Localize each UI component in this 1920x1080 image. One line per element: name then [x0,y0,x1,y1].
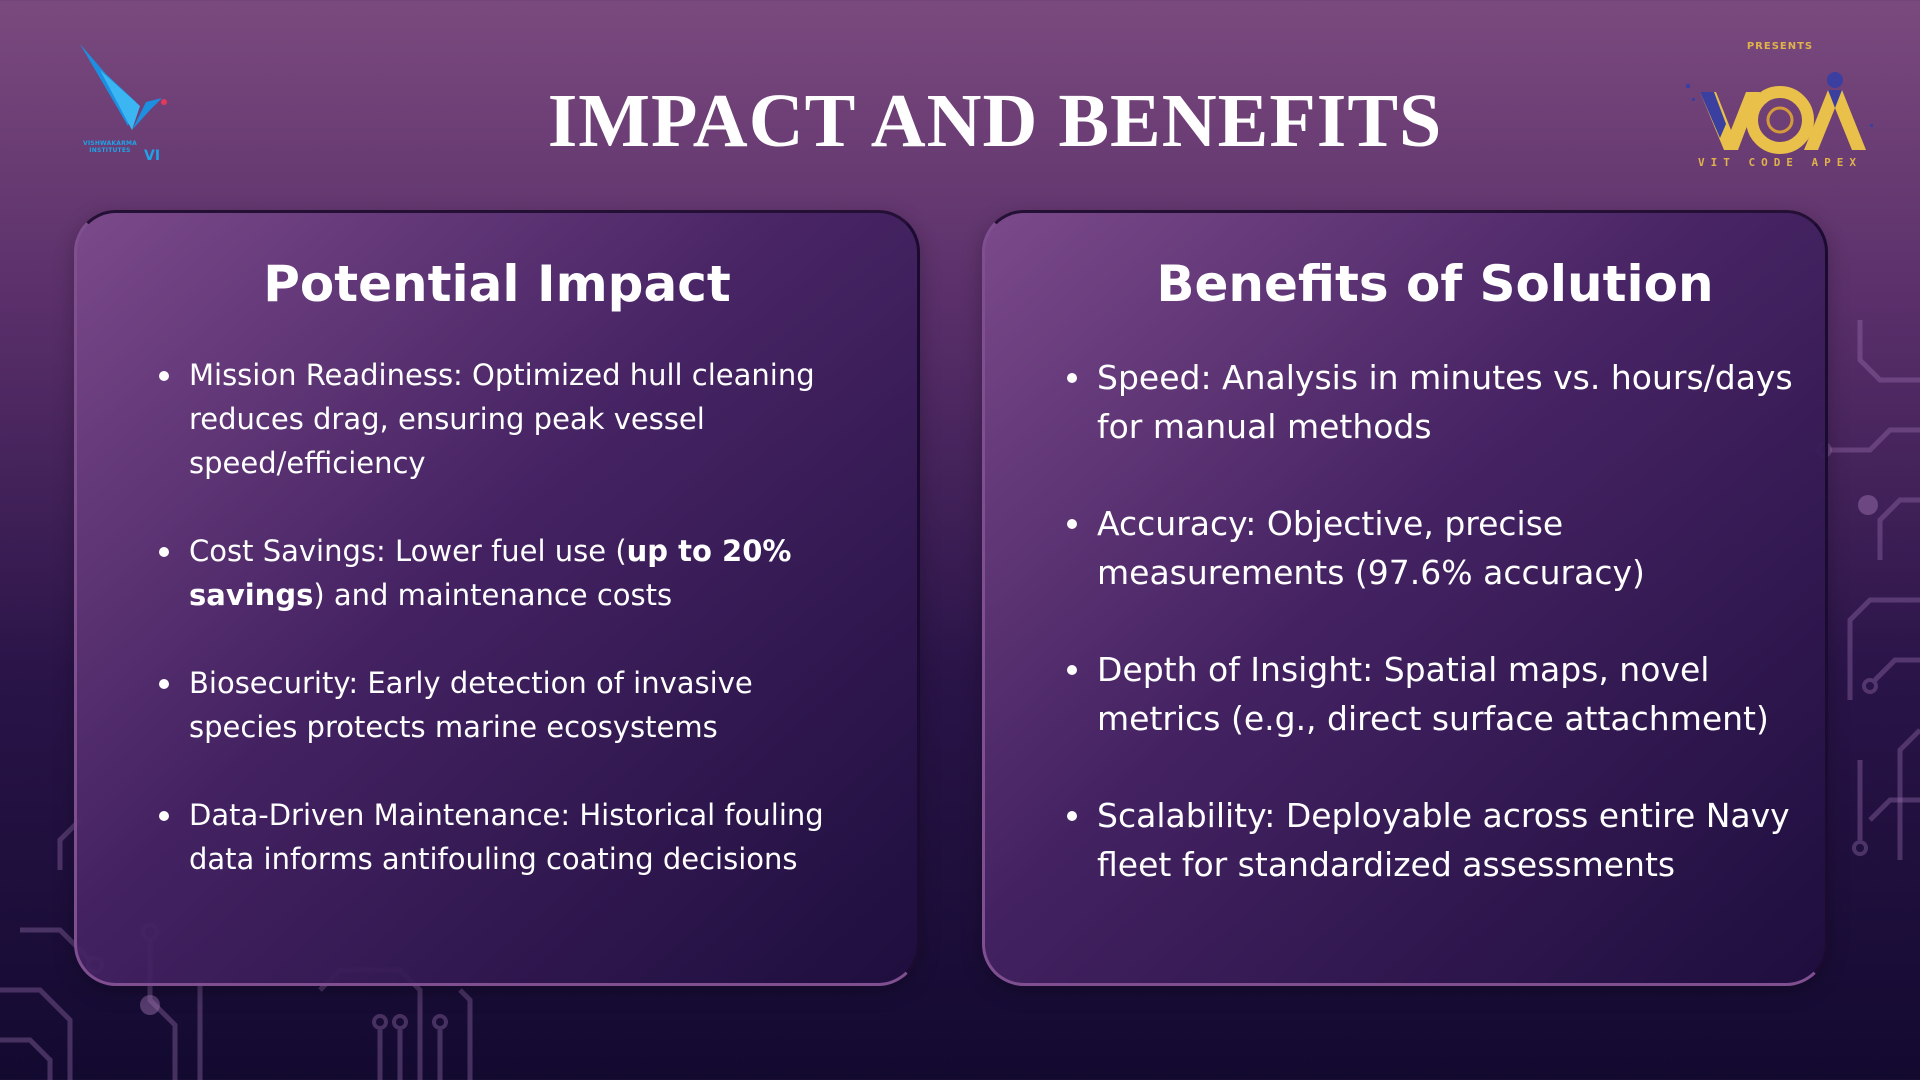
list-item: Depth of Insight: Spatial maps, novel me… [1067,645,1797,743]
benefits-card: Benefits of Solution Speed: Analysis in … [982,210,1828,986]
benefits-heading: Benefits of Solution [1156,255,1714,313]
page-title: IMPACT AND BENEFITS [547,79,1443,163]
list-item: Data-Driven Maintenance: Historical foul… [159,793,839,881]
list-item: Scalability: Deployable across entire Na… [1067,791,1797,889]
list-item-text: ) and maintenance costs [313,578,673,612]
vit-code-apex-logo: PRESENTS VIT CODE APEX [1680,36,1880,176]
benefits-list: Speed: Analysis in minutes vs. hours/day… [1067,353,1797,937]
vca-logo-subtitle: VIT CODE APEX [1697,156,1863,169]
list-item: Mission Readiness: Optimized hull cleani… [159,353,839,485]
vi-logo-name: VISHWAKARMA INSTITUTES [83,140,137,154]
vishwakarma-logo: VISHWAKARMA INSTITUTES VI [70,40,180,172]
presents-label: PRESENTS [1746,41,1814,52]
list-item: Speed: Analysis in minutes vs. hours/day… [1067,353,1797,451]
vca-logo-icon [1686,72,1873,154]
list-item: Cost Savings: Lower fuel use (up to 20% … [159,529,839,617]
vi-logo-mark: VI [144,148,161,164]
vi-logo-icon [80,44,167,130]
list-item: Accuracy: Objective, precise measurement… [1067,499,1797,597]
circuit-decoration-right [1816,320,1920,860]
potential-impact-card: Potential Impact Mission Readiness: Opti… [74,210,920,986]
potential-impact-list: Mission Readiness: Optimized hull cleani… [159,353,839,925]
list-item-emphasis: up to 20% savings [189,534,792,612]
potential-impact-heading: Potential Impact [263,255,731,313]
list-item: Biosecurity: Early detection of invasive… [159,661,839,749]
list-item-text: Cost Savings: Lower fuel use ( [189,534,627,568]
